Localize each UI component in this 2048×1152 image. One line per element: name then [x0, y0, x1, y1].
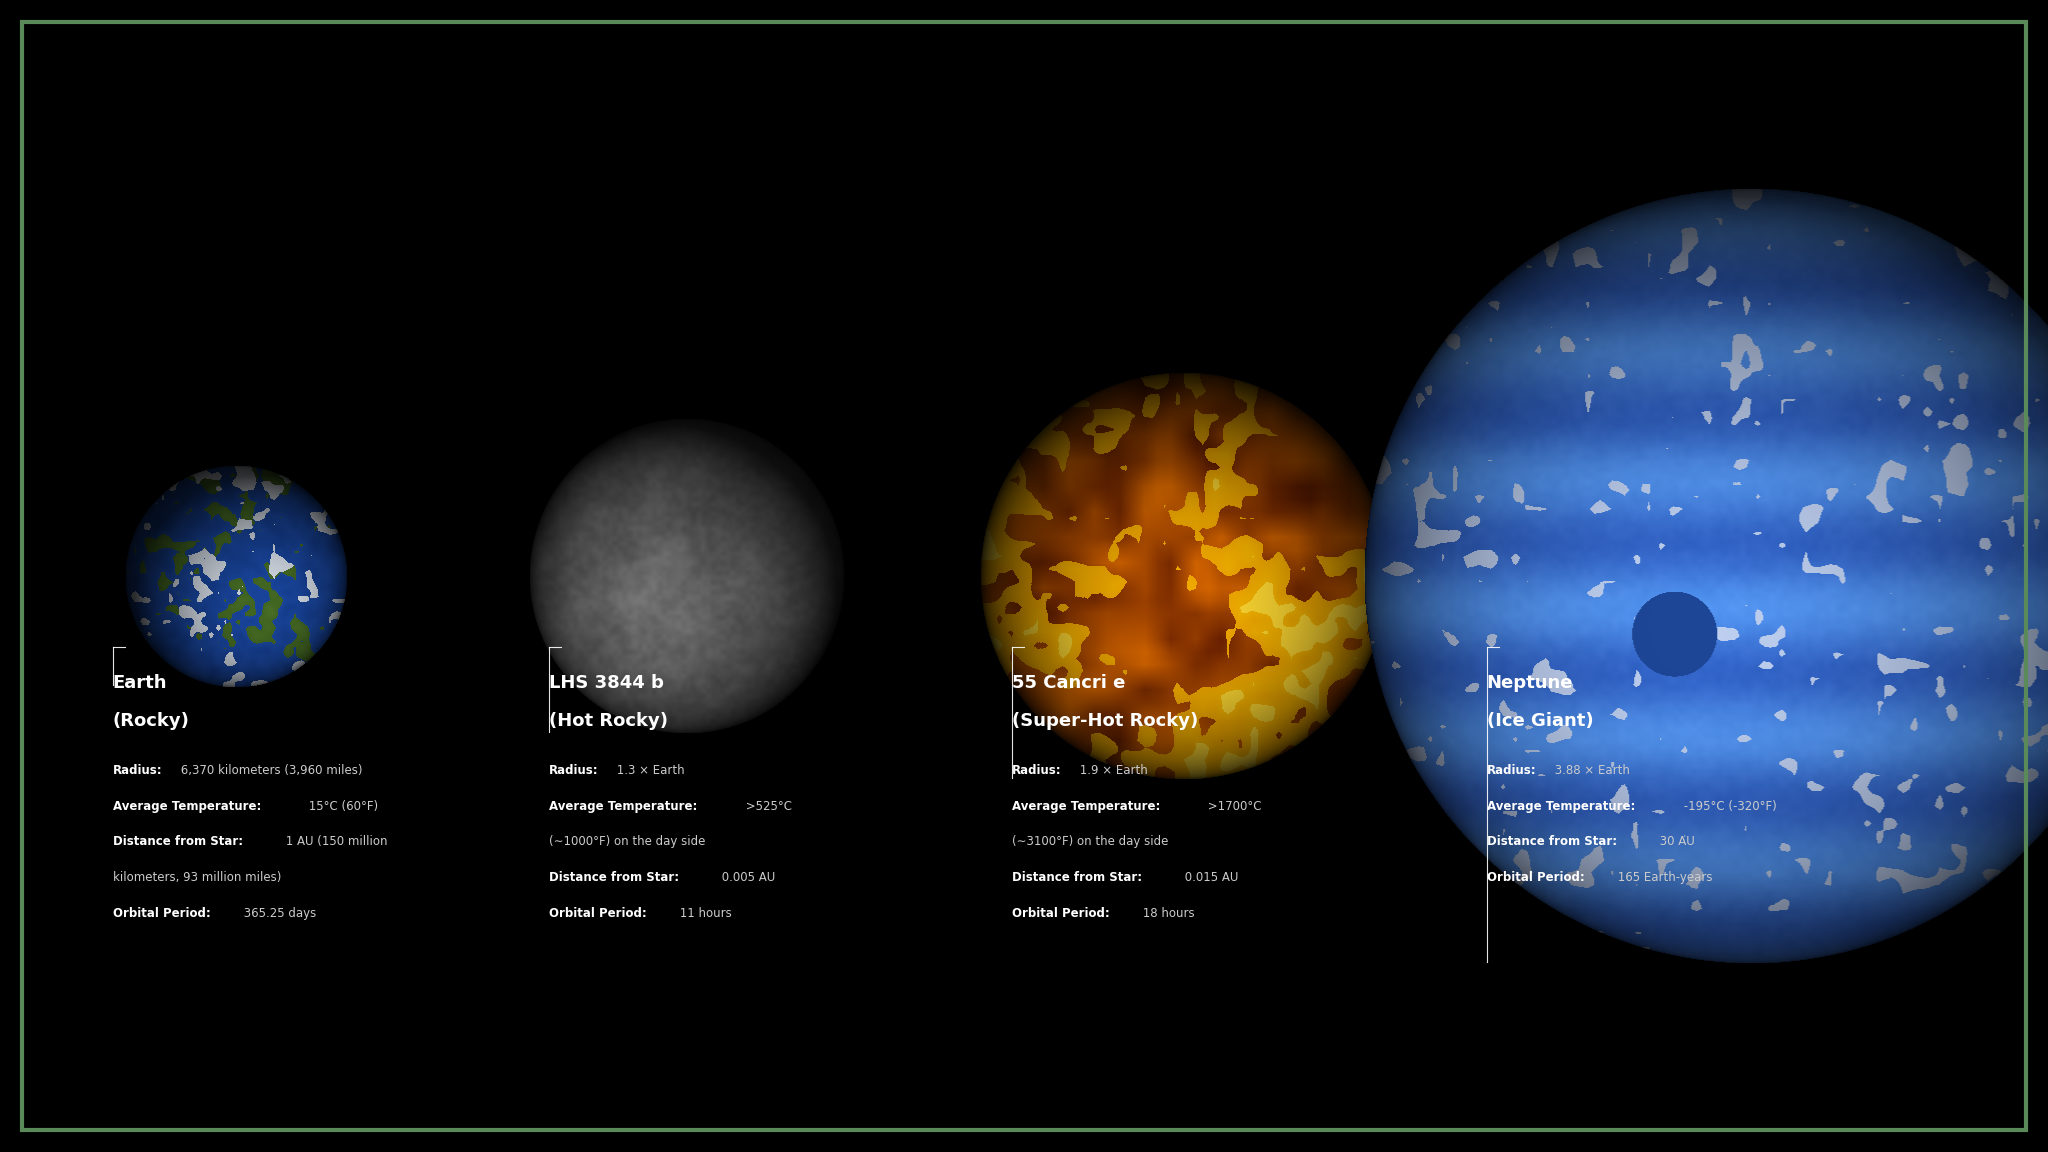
Text: 0.015 AU: 0.015 AU	[1182, 871, 1239, 884]
Text: 18 hours: 18 hours	[1139, 907, 1194, 919]
Text: Orbital Period:: Orbital Period:	[1012, 907, 1110, 919]
Text: (Ice Giant): (Ice Giant)	[1487, 712, 1593, 730]
Text: (∼1000°F) on the day side: (∼1000°F) on the day side	[549, 835, 705, 848]
Text: Radius:: Radius:	[1487, 764, 1536, 776]
Text: 1 AU (150 million: 1 AU (150 million	[283, 835, 387, 848]
Text: Orbital Period:: Orbital Period:	[1487, 871, 1585, 884]
Text: 1.3 × Earth: 1.3 × Earth	[612, 764, 684, 776]
Text: Distance from Star:: Distance from Star:	[1487, 835, 1618, 848]
Text: (Rocky): (Rocky)	[113, 712, 190, 730]
Text: LHS 3844 b: LHS 3844 b	[549, 674, 664, 692]
Text: Average Temperature:: Average Temperature:	[113, 799, 260, 812]
Text: Distance from Star:: Distance from Star:	[113, 835, 244, 848]
Text: Distance from Star:: Distance from Star:	[549, 871, 680, 884]
Text: 0.005 AU: 0.005 AU	[719, 871, 774, 884]
Text: 55 Cancri e: 55 Cancri e	[1012, 674, 1124, 692]
Text: 15°C (60°F): 15°C (60°F)	[305, 799, 379, 812]
Text: Radius:: Radius:	[1012, 764, 1061, 776]
Text: -195°C (-320°F): -195°C (-320°F)	[1679, 799, 1776, 812]
Text: 11 hours: 11 hours	[676, 907, 731, 919]
Text: (Hot Rocky): (Hot Rocky)	[549, 712, 668, 730]
Text: Average Temperature:: Average Temperature:	[1487, 799, 1634, 812]
Text: (∼3100°F) on the day side: (∼3100°F) on the day side	[1012, 835, 1167, 848]
Text: Orbital Period:: Orbital Period:	[113, 907, 211, 919]
Text: Neptune: Neptune	[1487, 674, 1573, 692]
Text: 30 AU: 30 AU	[1657, 835, 1694, 848]
Text: Distance from Star:: Distance from Star:	[1012, 871, 1143, 884]
Text: (Super-Hot Rocky): (Super-Hot Rocky)	[1012, 712, 1198, 730]
Text: >525°C: >525°C	[741, 799, 793, 812]
Text: Average Temperature:: Average Temperature:	[1012, 799, 1159, 812]
Text: 3.88 × Earth: 3.88 × Earth	[1550, 764, 1630, 776]
Text: Orbital Period:: Orbital Period:	[549, 907, 647, 919]
Text: Average Temperature:: Average Temperature:	[549, 799, 696, 812]
Text: 6,370 kilometers (3,960 miles): 6,370 kilometers (3,960 miles)	[176, 764, 362, 776]
Text: kilometers, 93 million miles): kilometers, 93 million miles)	[113, 871, 281, 884]
Text: 165 Earth-years: 165 Earth-years	[1614, 871, 1712, 884]
Text: >1700°C: >1700°C	[1204, 799, 1262, 812]
Text: Radius:: Radius:	[549, 764, 598, 776]
Text: 1.9 × Earth: 1.9 × Earth	[1075, 764, 1149, 776]
Text: Earth: Earth	[113, 674, 168, 692]
Text: 365.25 days: 365.25 days	[240, 907, 315, 919]
Text: Radius:: Radius:	[113, 764, 162, 776]
